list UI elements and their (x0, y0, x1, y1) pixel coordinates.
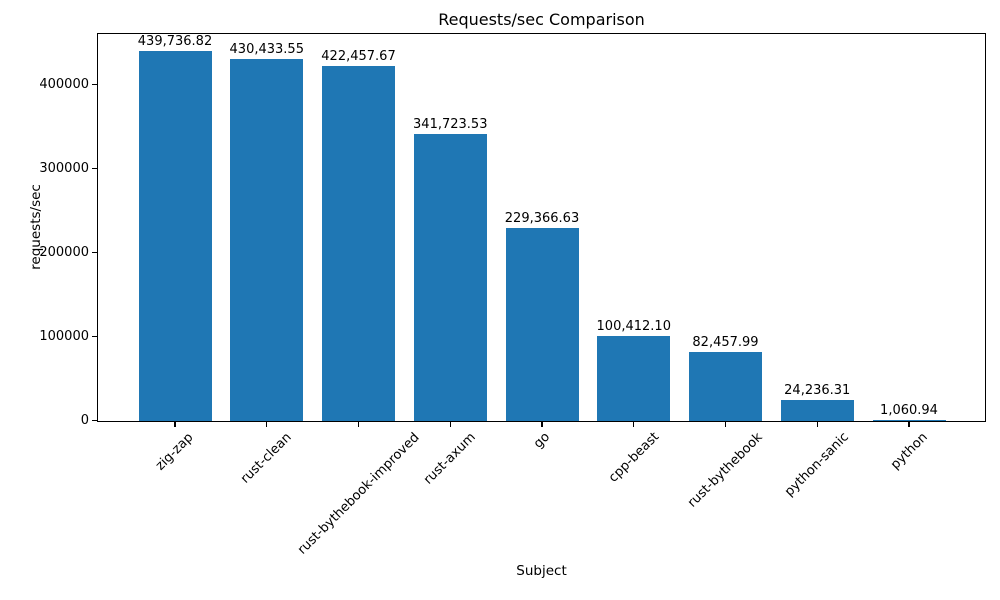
x-tick-mark (724, 422, 727, 427)
y-tick-mark (92, 336, 97, 338)
bar (138, 51, 212, 421)
bar-value-label: 24,236.31 (784, 383, 851, 399)
bar (597, 336, 671, 421)
bar-value-label: 1,060.94 (880, 402, 938, 418)
x-tick-label: go (531, 429, 554, 452)
x-tick-mark (174, 422, 176, 427)
x-axis-label: Subject (516, 563, 567, 579)
x-tick-label: python (887, 429, 931, 473)
y-tick-label: 300000 (39, 160, 89, 176)
x-tick-mark (633, 422, 635, 427)
y-tick-label: 0 (80, 412, 89, 428)
bar (230, 59, 304, 421)
y-tick-label: 400000 (39, 76, 89, 92)
x-tick-mark (266, 422, 268, 427)
y-tick-mark (92, 168, 97, 170)
bar-value-label: 422,457.67 (321, 48, 396, 64)
x-tick-label: rust-bythebook (685, 429, 766, 511)
x-tick-mark (816, 422, 818, 427)
x-tick-label: rust-clean (238, 429, 296, 487)
x-tick-label: python-sanic (782, 430, 853, 500)
y-tick-label: 200000 (39, 244, 89, 260)
y-tick-label: 100000 (39, 328, 89, 344)
x-tick-mark (449, 422, 451, 427)
y-tick-mark (92, 84, 97, 86)
x-tick-label: rust-bythebook-improved (294, 429, 423, 558)
bar-value-label: 100,412.10 (596, 319, 671, 335)
chart-title: Requests/sec Comparison (438, 10, 645, 29)
x-tick-mark (357, 422, 360, 427)
bar-value-label: 229,366.63 (504, 211, 580, 227)
bar-value-label: 82,457.99 (692, 334, 759, 350)
bar (413, 133, 487, 421)
x-tick-label: rust-axum (421, 430, 480, 488)
x-tick-mark (908, 422, 910, 427)
x-tick-label: cpp-beast (605, 429, 662, 486)
bar (505, 228, 579, 421)
bar-value-label: 439,736.82 (137, 34, 213, 50)
bar (322, 65, 395, 421)
bar (872, 419, 946, 421)
bar-value-label: 430,433.55 (229, 42, 304, 58)
y-tick-mark (92, 420, 97, 422)
x-tick-label: zig-zap (153, 429, 197, 474)
y-tick-mark (92, 252, 97, 254)
x-tick-mark (541, 422, 543, 427)
bar (689, 351, 762, 421)
bar (780, 400, 854, 421)
bar-value-label: 341,723.53 (413, 116, 488, 132)
